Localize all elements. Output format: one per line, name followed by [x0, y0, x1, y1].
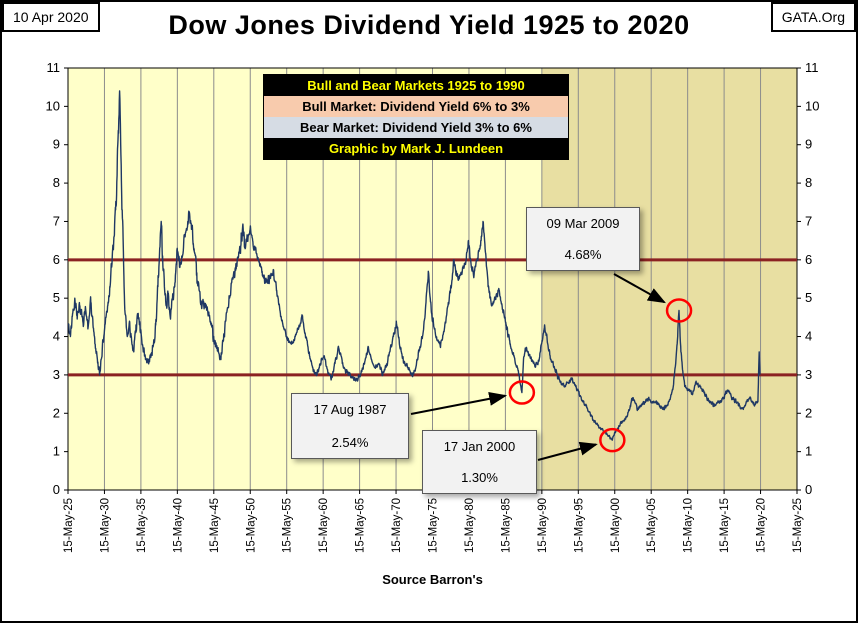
y-tick-label-left: 8 — [53, 175, 60, 190]
annotation-2009: 09 Mar 2009 4.68% — [526, 207, 640, 271]
chart-legend: Bull and Bear Markets 1925 to 1990 Bull … — [263, 74, 569, 160]
y-tick-label-right: 5 — [805, 290, 812, 305]
y-tick-label-right: 11 — [805, 60, 819, 75]
x-tick-label: 15-May-75 — [428, 498, 440, 553]
y-tick-label-left: 11 — [47, 60, 61, 75]
x-tick-label: 15-May-40 — [172, 498, 184, 553]
x-tick-label: 15-May-15 — [719, 498, 731, 553]
legend-row-bull-market: Bull Market: Dividend Yield 6% to 3% — [264, 96, 568, 117]
y-tick-label-right: 9 — [805, 137, 812, 152]
y-tick-label-left: 10 — [46, 98, 60, 113]
annotation-arrow — [613, 273, 666, 304]
source-label: Source Barron's — [382, 572, 483, 587]
legend-row-title: Bull and Bear Markets 1925 to 1990 — [264, 75, 568, 96]
highlight-circle — [665, 298, 693, 323]
annotation-2000-date: 17 Jan 2000 — [443, 439, 516, 454]
y-tick-label-right: 3 — [805, 367, 812, 382]
y-tick-label-left: 6 — [53, 252, 60, 267]
annotation-arrow — [410, 391, 508, 415]
y-tick-label-left: 2 — [53, 405, 60, 420]
x-tick-label: 15-May-50 — [245, 498, 257, 553]
x-tick-label: 15-May-55 — [282, 498, 294, 553]
y-tick-label-right: 10 — [805, 98, 819, 113]
x-tick-label: 15-May-05 — [646, 498, 658, 553]
y-tick-label-right: 8 — [805, 175, 812, 190]
x-tick-label: 15-May-70 — [391, 498, 403, 553]
legend-row-bear-market: Bear Market: Dividend Yield 3% to 6% — [264, 117, 568, 138]
highlight-circle — [599, 427, 626, 453]
x-tick-label: 15-May-25 — [792, 498, 804, 553]
annotation-1987-date: 17 Aug 1987 — [313, 402, 387, 417]
y-tick-label-left: 9 — [53, 137, 60, 152]
x-tick-label: 15-May-95 — [573, 498, 585, 553]
x-tick-label: 15-May-35 — [136, 498, 148, 553]
page-title: Dow Jones Dividend Yield 1925 to 2020 — [168, 10, 690, 40]
annotation-2009-value: 4.68% — [564, 247, 602, 262]
annotation-1987: 17 Aug 1987 2.54% — [291, 393, 409, 459]
dividend-yield-line — [68, 90, 761, 441]
x-tick-label: 15-May-20 — [756, 498, 768, 553]
date-box: 10 Apr 2020 — [2, 2, 100, 32]
x-tick-label: 15-May-10 — [683, 498, 695, 553]
y-tick-label-left: 1 — [53, 444, 60, 459]
annotation-arrow — [537, 441, 598, 461]
y-tick-label-right: 4 — [805, 329, 812, 344]
y-tick-label-left: 4 — [53, 329, 60, 344]
x-tick-label: 15-May-00 — [610, 498, 622, 553]
annotation-1987-value: 2.54% — [331, 435, 369, 450]
x-axis-labels: 15-May-25 15-May-30 15-May-35 15-May-40 15-M… — [63, 498, 804, 553]
legend-row-credit: Graphic by Mark J. Lundeen — [264, 138, 568, 159]
x-tick-label: 15-May-30 — [99, 498, 111, 553]
x-tick-label: 15-May-65 — [355, 498, 367, 553]
y-tick-label-left: 3 — [53, 367, 60, 382]
brand-box: GATA.Org — [770, 2, 856, 32]
x-tick-label: 15-May-45 — [209, 498, 221, 553]
y-tick-label-left: 7 — [53, 213, 60, 228]
y-tick-label-right: 1 — [805, 444, 812, 459]
x-tick-label: 15-May-85 — [500, 498, 512, 553]
y-tick-label-right: 7 — [805, 213, 812, 228]
annotation-2000-value: 1.30% — [461, 470, 498, 485]
highlight-circle — [508, 380, 536, 405]
x-tick-label: 15-May-60 — [318, 498, 330, 553]
y-tick-label-right: 2 — [805, 405, 812, 420]
annotation-2000: 17 Jan 2000 1.30% — [422, 430, 537, 494]
x-tick-label: 15-May-80 — [464, 498, 476, 553]
y-tick-label-left: 5 — [53, 290, 60, 305]
y-tick-label-left: 0 — [53, 482, 60, 497]
annotation-2009-date: 09 Mar 2009 — [546, 216, 620, 231]
y-tick-label-right: 6 — [805, 252, 812, 267]
x-tick-label: 15-May-25 — [63, 498, 75, 553]
y-tick-label-right: 0 — [805, 482, 812, 497]
x-tick-label: 15-May-90 — [537, 498, 549, 553]
